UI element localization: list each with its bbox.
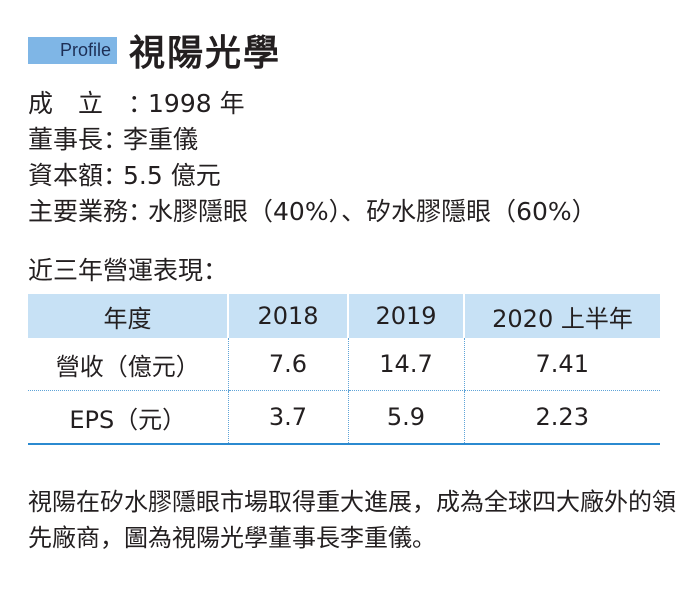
company-name: 視陽光學 — [129, 32, 282, 74]
info-value-founded: 1998 年 — [148, 89, 245, 118]
info-value-capital: 5.5 億元 — [123, 161, 221, 190]
info-colon: ： — [103, 161, 129, 190]
column-header: 2018 — [227, 294, 348, 338]
company-info: 成立：1998 年 董事長：李重儀 資本額：5.5 億元 主要業務：水膠隱眼（4… — [28, 86, 688, 230]
table-cell: 2.23 — [463, 390, 660, 445]
photo-caption: 視陽在矽水膠隱眼市場取得重大進展，成為全球四大廠外的領先廠商，圖為視陽光學董事長… — [28, 488, 676, 552]
column-header: 2020 上半年 — [463, 294, 660, 338]
info-colon: ： — [128, 197, 154, 226]
profile-header: Profile 視陽光學 — [28, 24, 281, 76]
info-row-business: 主要業務：水膠隱眼（40%）、矽水膠隱眼（60%） — [28, 194, 688, 230]
info-row-capital: 資本額：5.5 億元 — [28, 158, 688, 194]
table-header-row: 年度 2018 2019 2020 上半年 — [28, 294, 660, 338]
info-label-founded: 成立 — [28, 89, 129, 118]
info-colon: ： — [128, 89, 154, 118]
table-row-revenue: 營收（億元） 7.6 14.7 7.41 — [28, 338, 660, 391]
info-value-chairman: 李重儀 — [123, 125, 199, 154]
table-cell: 7.41 — [463, 338, 660, 391]
info-row-chairman: 董事長：李重儀 — [28, 122, 688, 158]
column-header: 2019 — [347, 294, 464, 338]
performance-table: 年度 2018 2019 2020 上半年 營收（億元） 7.6 14.7 7.… — [28, 294, 660, 445]
section-title: 近三年營運表現： — [28, 256, 229, 285]
table-cell: 3.7 — [227, 390, 348, 445]
info-colon: ： — [103, 125, 129, 154]
table-cell: 14.7 — [347, 338, 464, 391]
info-label-chairman: 董事長 — [28, 125, 104, 154]
profile-tag: Profile — [28, 36, 118, 64]
row-label: EPS（元） — [28, 390, 228, 445]
table-cell: 5.9 — [347, 390, 464, 445]
table-cell: 7.6 — [227, 338, 348, 391]
info-value-business: 水膠隱眼（40%）、矽水膠隱眼（60%） — [148, 197, 597, 226]
info-row-founded: 成立：1998 年 — [28, 86, 688, 122]
table-row-eps: EPS（元） 3.7 5.9 2.23 — [28, 390, 660, 445]
info-label-capital: 資本額 — [28, 161, 104, 190]
row-label: 營收（億元） — [28, 338, 228, 391]
column-header: 年度 — [28, 294, 228, 338]
info-label-business: 主要業務 — [28, 197, 129, 226]
